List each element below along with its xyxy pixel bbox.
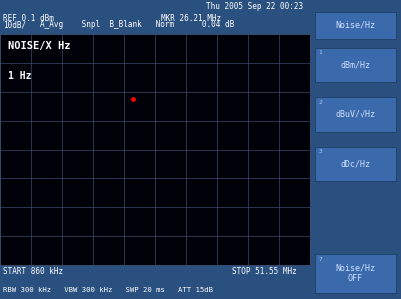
Bar <box>315 254 395 293</box>
Text: NOISE/X Hz: NOISE/X Hz <box>8 41 70 51</box>
Text: START 860 kHz: START 860 kHz <box>3 267 63 276</box>
Text: STOP 51.55 MHz: STOP 51.55 MHz <box>232 267 297 276</box>
Text: 7: 7 <box>319 257 322 262</box>
Text: dBuV/√Hz: dBuV/√Hz <box>335 110 375 119</box>
Text: RBW 300 kHz   VBW 300 kHz   SWP 20 ms   ATT 15dB: RBW 300 kHz VBW 300 kHz SWP 20 ms ATT 15… <box>3 287 213 293</box>
Text: A_Avg    Snpl  B_Blank   Norm      0.04 dB: A_Avg Snpl B_Blank Norm 0.04 dB <box>40 20 235 29</box>
Text: dDc/Hz: dDc/Hz <box>340 159 370 168</box>
Bar <box>315 97 395 132</box>
Text: Thu 2005 Sep 22 00:23: Thu 2005 Sep 22 00:23 <box>206 2 304 11</box>
Text: REF 0.1 dBm: REF 0.1 dBm <box>3 14 54 23</box>
Text: 1: 1 <box>319 50 322 55</box>
Text: Noise/Hz
OFF: Noise/Hz OFF <box>335 264 375 283</box>
Bar <box>315 12 395 39</box>
Bar <box>315 147 395 181</box>
Text: 2: 2 <box>319 100 322 105</box>
Text: Noise/Hz: Noise/Hz <box>335 21 375 30</box>
Bar <box>315 48 395 82</box>
Text: 10dB/: 10dB/ <box>3 20 26 29</box>
Text: MKR 26.21 MHz: MKR 26.21 MHz <box>161 14 221 23</box>
Text: 3: 3 <box>319 149 322 154</box>
Text: 1 Hz: 1 Hz <box>8 71 31 81</box>
Text: dBm/Hz: dBm/Hz <box>340 60 370 70</box>
